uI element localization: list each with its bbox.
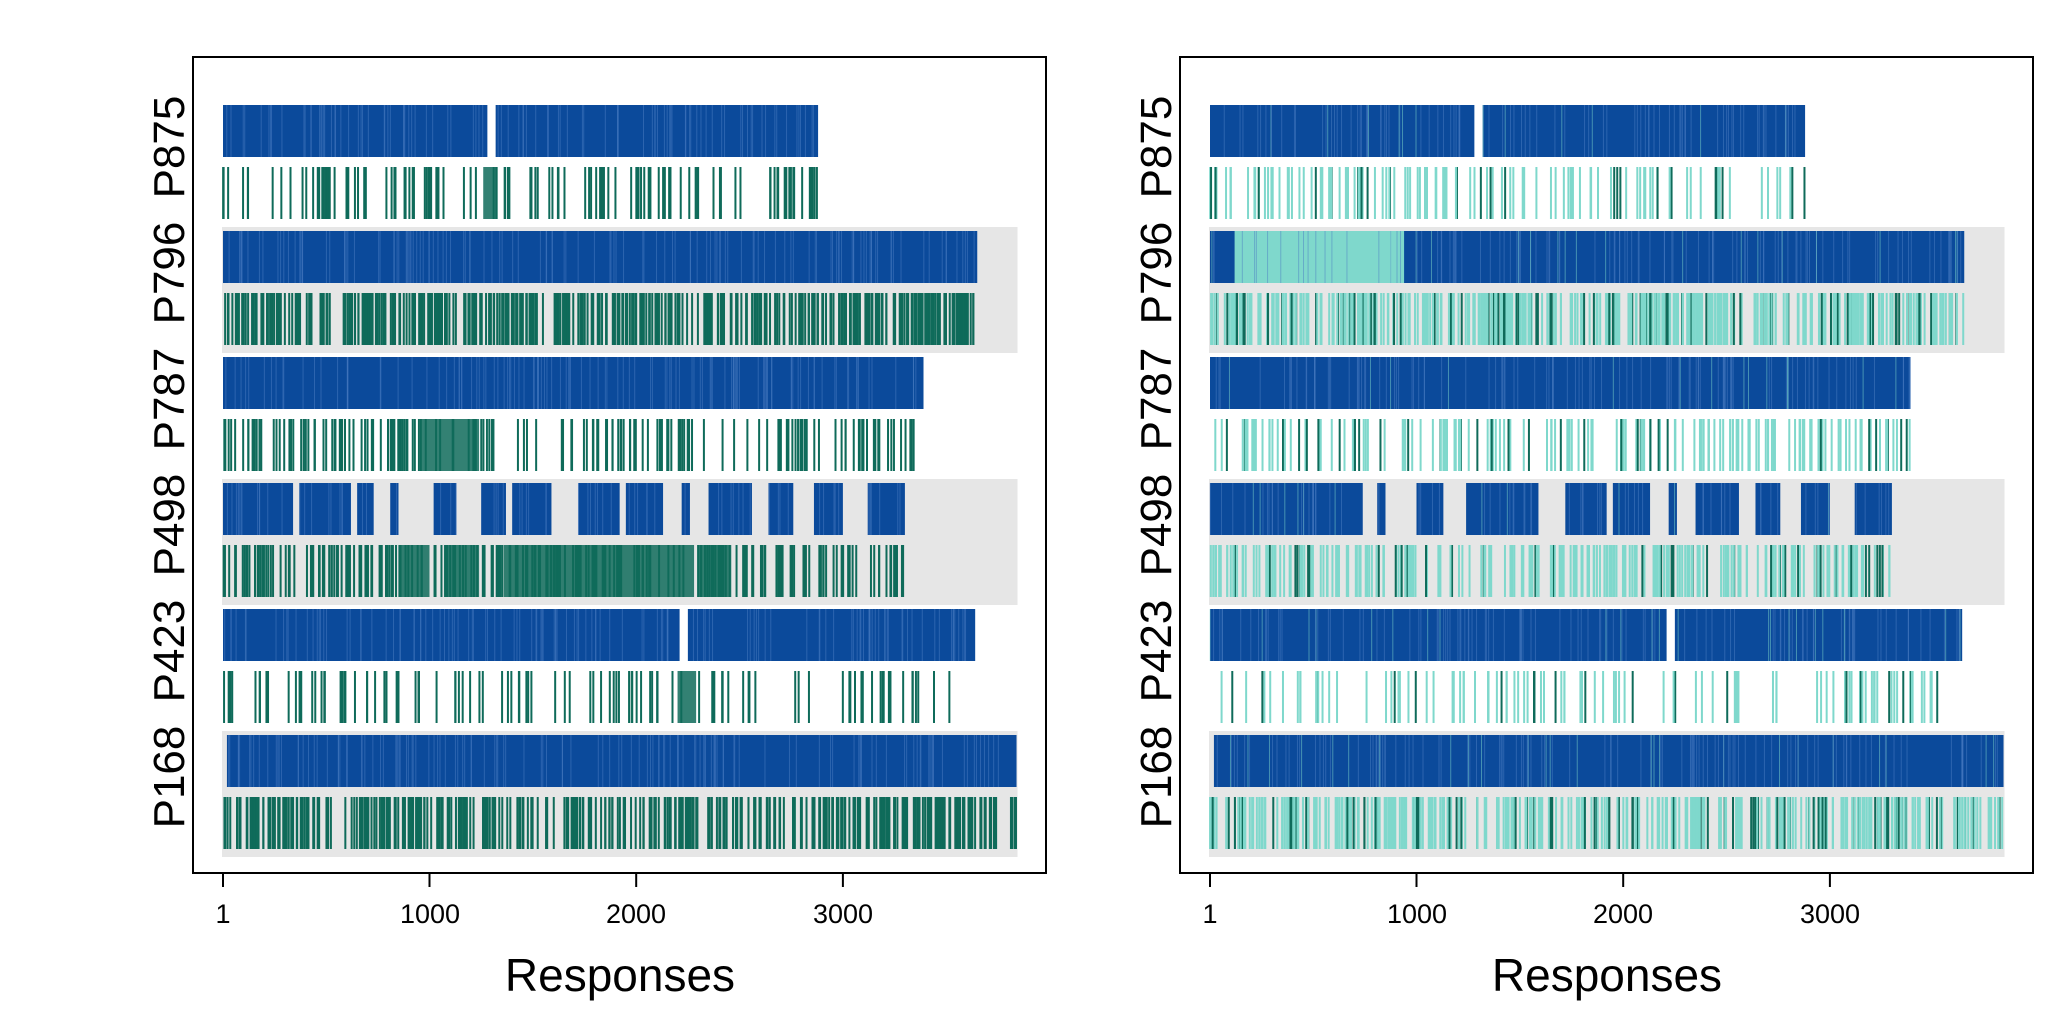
right-x-tick-label-1000: 1000 bbox=[1387, 899, 1447, 929]
left-top-texture-p796 bbox=[228, 231, 975, 283]
right-bottom-barcode-p498 bbox=[1209, 545, 1891, 597]
right-top-segment-p787-0 bbox=[1210, 357, 1911, 409]
right-panel: 1 1000 2000 3000 Responses P875 P796 P78… bbox=[1132, 56, 2034, 1001]
right-row-label-p423: P423 bbox=[1132, 600, 1181, 703]
right-x-axis-title: Responses bbox=[1492, 949, 1722, 1001]
right-row-label-p875: P875 bbox=[1132, 96, 1181, 199]
right-top-segment-p498-4 bbox=[1565, 483, 1607, 535]
right-top-texture-p498 bbox=[1209, 483, 1890, 535]
left-row-label-p423: P423 bbox=[145, 600, 194, 703]
left-row-label-p787: P787 bbox=[145, 348, 194, 451]
left-top-segment-p498-10 bbox=[708, 483, 752, 535]
left-top-segment-p498-4 bbox=[433, 483, 457, 535]
left-bottom-dense-block-p875-0 bbox=[483, 167, 498, 219]
left-top-segment-p498-1 bbox=[299, 483, 351, 535]
right-top-segment-p498-7 bbox=[1695, 483, 1739, 535]
left-top-segment-p423-0 bbox=[223, 609, 680, 661]
right-top-texture-p796 bbox=[1211, 231, 1962, 283]
right-top-light-block-p796-0 bbox=[1234, 231, 1405, 283]
right-x-tick-label-2000: 2000 bbox=[1593, 899, 1653, 929]
left-top-texture-p423 bbox=[224, 609, 967, 661]
left-x-tick-label-1000: 1000 bbox=[400, 899, 460, 929]
left-x-axis-title: Responses bbox=[505, 949, 735, 1001]
right-top-segment-p498-3 bbox=[1466, 483, 1539, 535]
right-top-segment-p423-1 bbox=[1674, 609, 1963, 661]
right-bottom-barcode-p796 bbox=[1210, 293, 1965, 345]
left-top-segment-p498-13 bbox=[867, 483, 905, 535]
left-bottom-barcode-p168 bbox=[223, 797, 1017, 849]
left-bottom-dense-block-p498-3 bbox=[698, 545, 732, 597]
right-top-segment-p498-1 bbox=[1377, 483, 1386, 535]
left-top-segment-p498-5 bbox=[481, 483, 506, 535]
right-bottom-barcode-p875 bbox=[1209, 167, 1806, 219]
left-top-texture-p787 bbox=[225, 357, 917, 409]
right-row-label-p498: P498 bbox=[1132, 474, 1181, 577]
right-top-segment-p875-1 bbox=[1482, 105, 1806, 157]
left-bottom-barcode-p796 bbox=[224, 293, 975, 345]
left-panel: 1 1000 2000 3000 Responses P875 P796 P78… bbox=[145, 56, 1047, 1001]
left-top-texture-p498 bbox=[226, 483, 901, 535]
right-row-label-p168: P168 bbox=[1132, 726, 1181, 829]
right-bottom-barcode-p423 bbox=[1220, 671, 1939, 723]
left-bottom-barcode-p875 bbox=[222, 167, 818, 219]
left-mark-layer bbox=[222, 105, 1017, 849]
left-bottom-dense-block-p498-0 bbox=[398, 545, 430, 597]
right-x-tick-label-3000: 3000 bbox=[1800, 899, 1860, 929]
right-bottom-barcode-p168 bbox=[1209, 797, 2004, 849]
left-bottom-dense-block-p423-0 bbox=[677, 671, 697, 723]
left-top-segment-p423-1 bbox=[687, 609, 976, 661]
left-row-label-p168: P168 bbox=[145, 726, 194, 829]
left-top-segment-p498-2 bbox=[357, 483, 374, 535]
right-top-segment-p498-8 bbox=[1755, 483, 1781, 535]
left-bottom-dense-block-p787-0 bbox=[421, 419, 480, 471]
left-bottom-barcode-p498 bbox=[222, 545, 905, 597]
right-top-segment-p498-6 bbox=[1668, 483, 1677, 535]
left-top-segment-p498-12 bbox=[813, 483, 843, 535]
right-x-tick-label-1: 1 bbox=[1202, 899, 1217, 929]
right-top-texture-p875 bbox=[1223, 105, 1796, 157]
right-top-segment-p498-5 bbox=[1612, 483, 1651, 535]
left-bottom-dense-block-p498-2 bbox=[503, 545, 695, 597]
left-top-segment-p498-11 bbox=[768, 483, 794, 535]
left-x-tick-label-2000: 2000 bbox=[606, 899, 666, 929]
left-bottom-barcode-p423 bbox=[223, 671, 951, 723]
right-top-segment-p875-0 bbox=[1210, 105, 1475, 157]
right-row-label-p787: P787 bbox=[1132, 348, 1181, 451]
left-x-tick-label-3000: 3000 bbox=[813, 899, 873, 929]
left-x-tick-label-1: 1 bbox=[215, 899, 230, 929]
right-row-label-p796: P796 bbox=[1132, 222, 1181, 325]
left-top-segment-p875-0 bbox=[223, 105, 488, 157]
left-top-segment-p787-0 bbox=[223, 357, 924, 409]
left-top-texture-p168 bbox=[228, 735, 999, 787]
left-top-texture-p875 bbox=[226, 105, 814, 157]
left-top-segment-p498-6 bbox=[512, 483, 552, 535]
left-top-segment-p498-8 bbox=[625, 483, 664, 535]
left-row-label-p498: P498 bbox=[145, 474, 194, 577]
left-top-segment-p875-1 bbox=[495, 105, 819, 157]
right-top-texture-p787 bbox=[1215, 357, 1911, 409]
right-top-segment-p498-0 bbox=[1210, 483, 1363, 535]
left-bottom-dense-block-p498-1 bbox=[443, 545, 480, 597]
left-top-segment-p498-3 bbox=[390, 483, 399, 535]
left-top-segment-p498-7 bbox=[578, 483, 620, 535]
right-x-axis bbox=[1209, 872, 2003, 887]
right-top-texture-p423 bbox=[1209, 609, 1961, 661]
left-row-label-p796: P796 bbox=[145, 222, 194, 325]
right-top-texture-p168 bbox=[1216, 735, 1998, 787]
left-bottom-barcode-p787 bbox=[223, 419, 915, 471]
left-row-label-p875: P875 bbox=[145, 96, 194, 199]
left-top-segment-p498-9 bbox=[681, 483, 690, 535]
right-mark-layer bbox=[1209, 105, 2004, 849]
right-top-segment-p168-0 bbox=[1213, 735, 2004, 787]
left-top-segment-p796-0 bbox=[223, 231, 978, 283]
left-x-axis bbox=[222, 872, 1016, 887]
right-bottom-barcode-p787 bbox=[1214, 419, 1911, 471]
